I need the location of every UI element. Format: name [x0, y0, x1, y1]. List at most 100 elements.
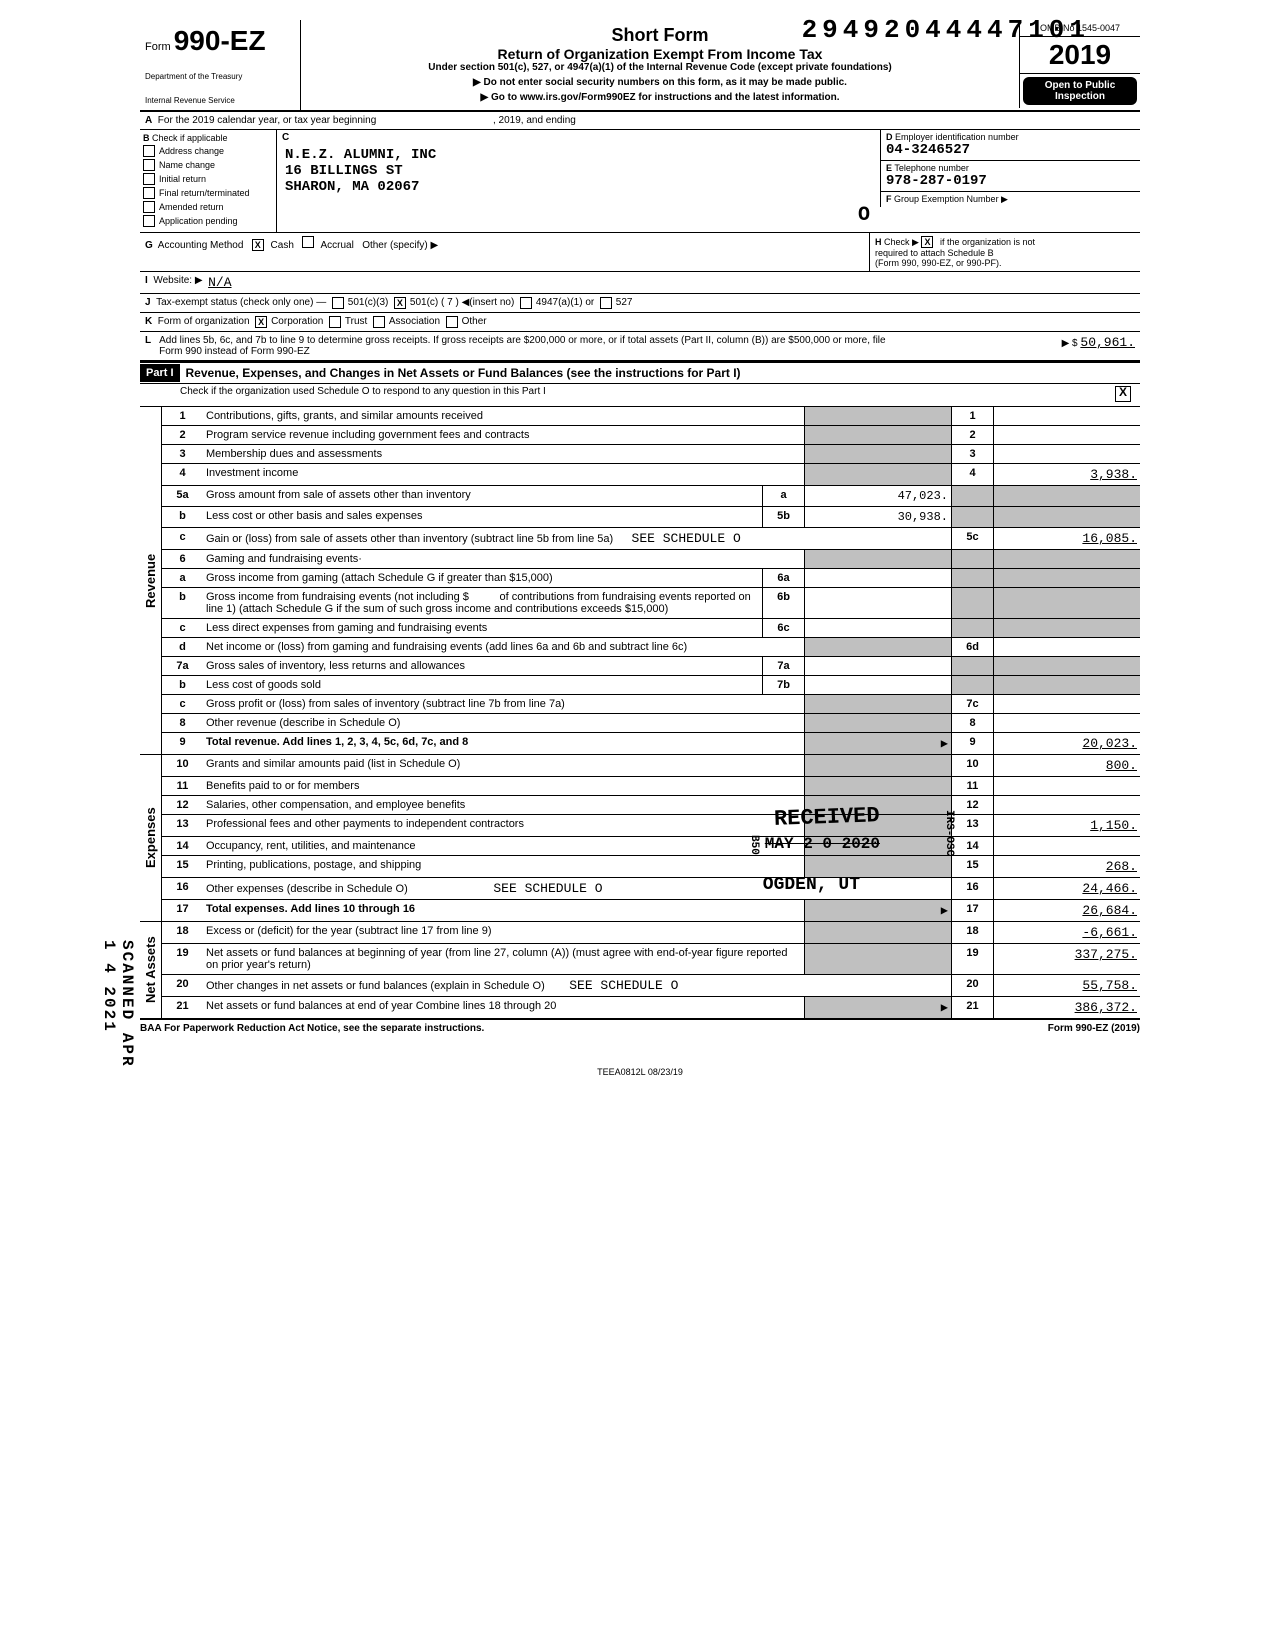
- check-trust[interactable]: [329, 316, 341, 328]
- box-f-text: Group Exemption Number ▶: [894, 194, 1008, 204]
- part1-header: Part I Revenue, Expenses, and Changes in…: [140, 361, 1140, 384]
- footer-code: TEEA0812L 08/23/19: [140, 1067, 1140, 1077]
- org-name: N.E.Z. ALUMNI, INC: [285, 147, 872, 163]
- line18-val: -6,661.: [993, 922, 1140, 943]
- gross-receipts: 50,961.: [1080, 335, 1135, 350]
- line5c-extra: SEE SCHEDULE O: [632, 531, 741, 546]
- row-h: H Check ▶ X if the organization is not r…: [869, 233, 1140, 271]
- check-4947[interactable]: [520, 297, 532, 309]
- row-a: A For the 2019 calendar year, or tax yea…: [140, 112, 1140, 130]
- line5c-val: 16,085.: [993, 528, 1140, 549]
- form-page: 29492044447101 Form 990-EZ Department of…: [140, 20, 1140, 1077]
- row-k: K Form of organization X Corporation Tru…: [140, 313, 1140, 332]
- form-number: 990-EZ: [174, 25, 266, 56]
- revenue-section: Revenue 1Contributions, gifts, grants, a…: [140, 407, 1140, 754]
- line5a-val: 47,023.: [804, 486, 951, 506]
- label-l: L: [145, 335, 159, 357]
- check-applicable: Check if applicable: [152, 133, 228, 143]
- subtitle: Under section 501(c), 527, or 4947(a)(1)…: [311, 62, 1009, 73]
- line10-val: 800.: [993, 755, 1140, 776]
- label-j: J: [145, 297, 151, 309]
- col-def: D Employer identification number 04-3246…: [880, 130, 1140, 232]
- net-assets-label: Net Assets: [140, 922, 161, 1018]
- check-initial[interactable]: Initial return: [143, 173, 273, 185]
- check-501c[interactable]: X: [394, 297, 406, 309]
- org-addr2: SHARON, MA 02067: [285, 179, 872, 195]
- line21-val: 386,372.: [993, 997, 1140, 1018]
- section-bcdef: B Check if applicable Address change Nam…: [140, 130, 1140, 233]
- footer-right: Form 990-EZ (2019): [1048, 1023, 1140, 1034]
- box-d: D Employer identification number 04-3246…: [880, 130, 1140, 161]
- note-ssn: ▶ Do not enter social security numbers o…: [311, 77, 1009, 88]
- box-e: E Telephone number 978-287-0197: [880, 161, 1140, 192]
- check-cash[interactable]: X: [252, 239, 264, 251]
- label-f: F: [886, 194, 892, 204]
- check-name[interactable]: Name change: [143, 159, 273, 171]
- line19-val: 337,275.: [993, 944, 1140, 974]
- o-mark: O: [858, 204, 870, 227]
- label-a: A: [145, 115, 152, 126]
- line9-val: 20,023.: [993, 733, 1140, 754]
- stamp-scanned: SCANNED APR 1 4 2021: [100, 940, 136, 1077]
- check-final[interactable]: Final return/terminated: [143, 187, 273, 199]
- open-inspection: Open to Public Inspection: [1023, 77, 1137, 105]
- check-h[interactable]: X: [921, 236, 933, 248]
- col-c-org: C N.E.Z. ALUMNI, INC 16 BILLINGS ST SHAR…: [277, 130, 880, 232]
- check-address[interactable]: Address change: [143, 145, 273, 157]
- label-c: C: [282, 132, 289, 143]
- check-accrual[interactable]: [302, 236, 314, 248]
- row-i: I Website: ▶ N/A: [140, 272, 1140, 294]
- net-assets-section: Net Assets 18Excess or (deficit) for the…: [140, 921, 1140, 1018]
- row-a-text: For the 2019 calendar year, or tax year …: [158, 115, 376, 126]
- box-f: F Group Exemption Number ▶: [880, 192, 1140, 207]
- box-e-text: Telephone number: [894, 163, 969, 173]
- org-addr1: 16 BILLINGS ST: [285, 163, 872, 179]
- ein-value: 04-3246527: [886, 142, 1135, 158]
- check-501c3[interactable]: [332, 297, 344, 309]
- check-schedule-o[interactable]: X: [1115, 386, 1131, 402]
- line16-val: 24,466.: [993, 878, 1140, 899]
- footer: BAA For Paperwork Reduction Act Notice, …: [140, 1018, 1140, 1037]
- box-d-text: Employer identification number: [895, 132, 1019, 142]
- row-a-mid: , 2019, and ending: [493, 115, 576, 126]
- expenses-section: Expenses 10Grants and similar amounts pa…: [140, 754, 1140, 921]
- line16-extra: SEE SCHEDULE O: [493, 881, 602, 896]
- label-e: E: [886, 163, 892, 173]
- label-i: I: [145, 275, 148, 290]
- check-assoc[interactable]: [373, 316, 385, 328]
- document-id: 29492044447101: [802, 15, 1090, 45]
- check-527[interactable]: [600, 297, 612, 309]
- footer-left: BAA For Paperwork Reduction Act Notice, …: [140, 1023, 484, 1034]
- label-k: K: [145, 316, 152, 328]
- note-url: ▶ Go to www.irs.gov/Form990EZ for instru…: [311, 92, 1009, 103]
- phone-value: 978-287-0197: [886, 173, 1135, 189]
- line15-val: 268.: [993, 856, 1140, 877]
- check-corp[interactable]: X: [255, 316, 267, 328]
- check-other[interactable]: [446, 316, 458, 328]
- title-return: Return of Organization Exempt From Incom…: [311, 46, 1009, 62]
- label-b: B: [143, 133, 150, 143]
- part1-check-row: Check if the organization used Schedule …: [140, 384, 1140, 407]
- line4-val: 3,938.: [993, 464, 1140, 485]
- line13-val: 1,150.: [993, 815, 1140, 836]
- check-pending[interactable]: Application pending: [143, 215, 273, 227]
- part1-title: Revenue, Expenses, and Changes in Net As…: [180, 363, 1140, 383]
- part1-label: Part I: [140, 364, 180, 382]
- label-d: D: [886, 132, 893, 142]
- line17-val: 26,684.: [993, 900, 1140, 921]
- row-g-text: Accounting Method: [158, 240, 244, 251]
- dept-treasury: Department of the Treasury: [145, 72, 295, 81]
- expenses-label: Expenses: [140, 755, 161, 921]
- website-val: N/A: [208, 275, 231, 290]
- row-l: L Add lines 5b, 6c, and 7b to line 9 to …: [140, 332, 1140, 361]
- check-amended[interactable]: Amended return: [143, 201, 273, 213]
- col-b-checks: B Check if applicable Address change Nam…: [140, 130, 277, 232]
- form-id-block: Form 990-EZ Department of the Treasury I…: [140, 20, 301, 110]
- label-g: G: [145, 240, 153, 251]
- row-g-h: G Accounting Method X Cash Accrual Other…: [140, 233, 1140, 272]
- form-label: Form: [145, 41, 171, 53]
- line20-extra: SEE SCHEDULE O: [569, 978, 678, 993]
- revenue-label: Revenue: [140, 407, 161, 754]
- line20-val: 55,758.: [993, 975, 1140, 996]
- row-j: J Tax-exempt status (check only one) — 5…: [140, 294, 1140, 313]
